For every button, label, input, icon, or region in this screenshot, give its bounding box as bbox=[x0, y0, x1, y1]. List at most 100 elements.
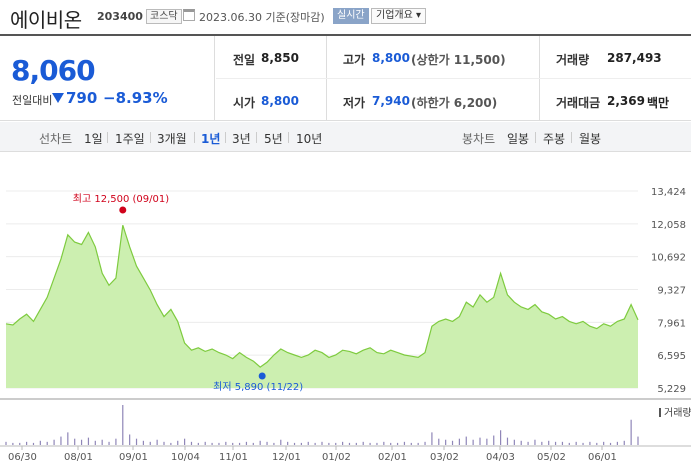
volume-bar bbox=[163, 441, 165, 445]
volume-bar bbox=[506, 437, 509, 445]
volume-bar bbox=[108, 441, 110, 445]
tab-1w[interactable]: 1주일 bbox=[115, 132, 145, 146]
stock-name: 에이비온 bbox=[10, 8, 82, 32]
y-tick-label: 13,424 bbox=[651, 187, 686, 198]
volume-bar bbox=[458, 438, 460, 445]
calendar-icon bbox=[183, 9, 195, 21]
tab-10y[interactable]: 10년 bbox=[296, 132, 323, 146]
down-arrow-icon bbox=[52, 93, 64, 103]
volume-bar bbox=[431, 432, 433, 445]
volume-bar bbox=[87, 437, 90, 445]
volume-bar bbox=[335, 442, 337, 445]
volume-bar bbox=[575, 441, 577, 445]
tab-daily[interactable]: 일봉 bbox=[507, 132, 530, 146]
volume-bar bbox=[26, 441, 28, 445]
prev-close-value: 8,850 bbox=[261, 51, 299, 65]
volume-bar bbox=[445, 439, 447, 445]
price-chart: 13,424 12,058 10,692 9,327 7,961 6,595 5,229 최… bbox=[0, 187, 691, 463]
volume-bar bbox=[101, 439, 103, 445]
volume-bar bbox=[603, 441, 605, 445]
change-value: 790 bbox=[66, 89, 98, 107]
volume-bar bbox=[486, 438, 488, 445]
low-label: 저가 bbox=[343, 96, 366, 110]
volume-bar bbox=[314, 442, 316, 445]
tab-divider bbox=[225, 132, 226, 143]
realtime-button[interactable]: 실시간 bbox=[333, 8, 369, 24]
volume-bar bbox=[609, 442, 612, 445]
volume-bar bbox=[156, 439, 158, 445]
volume-bar bbox=[396, 442, 399, 445]
volume-bar bbox=[554, 441, 557, 445]
prev-close-cell: 전일 8,850 bbox=[216, 36, 326, 78]
price-summary: 8,060 전일대비 790 −8.93% 전일 8,850 고가 8,800 … bbox=[0, 34, 691, 121]
volume-bar bbox=[383, 441, 385, 445]
volume-bar bbox=[80, 439, 83, 445]
tab-monthly[interactable]: 월봉 bbox=[579, 132, 602, 146]
volume-bar bbox=[362, 441, 364, 445]
volume-bar bbox=[616, 441, 618, 445]
volume-bar bbox=[252, 442, 254, 445]
volume-bar bbox=[149, 441, 151, 445]
volume-bar bbox=[259, 440, 261, 445]
y-tick-label: 9,327 bbox=[657, 286, 686, 297]
volume-bar bbox=[479, 437, 481, 445]
tab-weekly[interactable]: 주봉 bbox=[543, 132, 566, 146]
tab-1d[interactable]: 1일 bbox=[84, 132, 103, 146]
volume-legend: 거래량 bbox=[664, 407, 691, 419]
low-cell: 저가 7,940 (하한가 6,200) bbox=[326, 79, 539, 121]
open-value: 8,800 bbox=[261, 94, 299, 108]
tab-3m[interactable]: 3개월 bbox=[157, 132, 187, 146]
volume-bar bbox=[493, 435, 495, 445]
volume-bar bbox=[94, 440, 96, 445]
volume-bar bbox=[451, 440, 454, 445]
stock-code: 203400 bbox=[97, 10, 143, 23]
x-tick-label: 06/30 bbox=[8, 452, 37, 463]
y-tick-label: 10,692 bbox=[651, 253, 686, 264]
x-tick-label: 12/01 bbox=[272, 452, 301, 463]
volume-bar bbox=[211, 442, 213, 445]
volume-bar bbox=[5, 441, 7, 445]
volume-bar bbox=[170, 442, 172, 445]
x-tick-label: 11/01 bbox=[219, 452, 248, 463]
candle-chart-label: 봉차트 bbox=[462, 132, 496, 146]
change-label: 전일대비 bbox=[12, 94, 53, 107]
tab-divider bbox=[288, 132, 289, 143]
tab-divider bbox=[150, 132, 151, 143]
volume-bar bbox=[438, 438, 440, 445]
low-annotation: 최저 5,890 (11/22) bbox=[213, 381, 303, 393]
volume-bar bbox=[561, 441, 564, 445]
tab-5y[interactable]: 5년 bbox=[264, 132, 283, 146]
volume-bar bbox=[417, 442, 419, 445]
high-annotation: 최고 12,500 (09/01) bbox=[73, 193, 169, 205]
volume-bar bbox=[273, 442, 275, 445]
volume-bar bbox=[190, 441, 193, 445]
x-tick-label: 03/02 bbox=[430, 452, 459, 463]
volume-bar bbox=[472, 439, 474, 445]
volume-bar bbox=[39, 440, 41, 445]
amount-cell: 거래대금 2,369 백만 bbox=[539, 79, 691, 121]
volume-bar bbox=[390, 442, 392, 445]
volume-bar bbox=[74, 438, 76, 445]
volume-cell: 거래량 287,493 bbox=[539, 36, 691, 78]
volume-bar bbox=[637, 436, 639, 445]
y-axis: 13,424 12,058 10,692 9,327 7,961 6,595 5,229 bbox=[651, 187, 686, 395]
volume-bar bbox=[293, 442, 296, 445]
y-tick-label: 7,961 bbox=[657, 318, 686, 329]
amount-unit: 백만 bbox=[647, 96, 670, 110]
volume-bar bbox=[135, 438, 138, 445]
volume-bar bbox=[115, 438, 117, 445]
volume-bar bbox=[403, 441, 406, 445]
price-line bbox=[5, 225, 639, 368]
x-tick-label: 02/01 bbox=[378, 452, 407, 463]
y-tick-label: 6,595 bbox=[657, 351, 686, 362]
volume-bars bbox=[5, 405, 639, 445]
tab-3y[interactable]: 3년 bbox=[232, 132, 251, 146]
company-overview-dropdown[interactable]: 기업개요 ▾ bbox=[371, 8, 426, 24]
volume-bar bbox=[129, 434, 131, 445]
tab-1y[interactable]: 1년 bbox=[201, 132, 221, 146]
volume-bar bbox=[19, 442, 21, 445]
volume-bar bbox=[548, 440, 550, 445]
current-price: 8,060 bbox=[11, 54, 96, 87]
volume-bar bbox=[534, 439, 536, 445]
volume-bar bbox=[596, 442, 598, 445]
